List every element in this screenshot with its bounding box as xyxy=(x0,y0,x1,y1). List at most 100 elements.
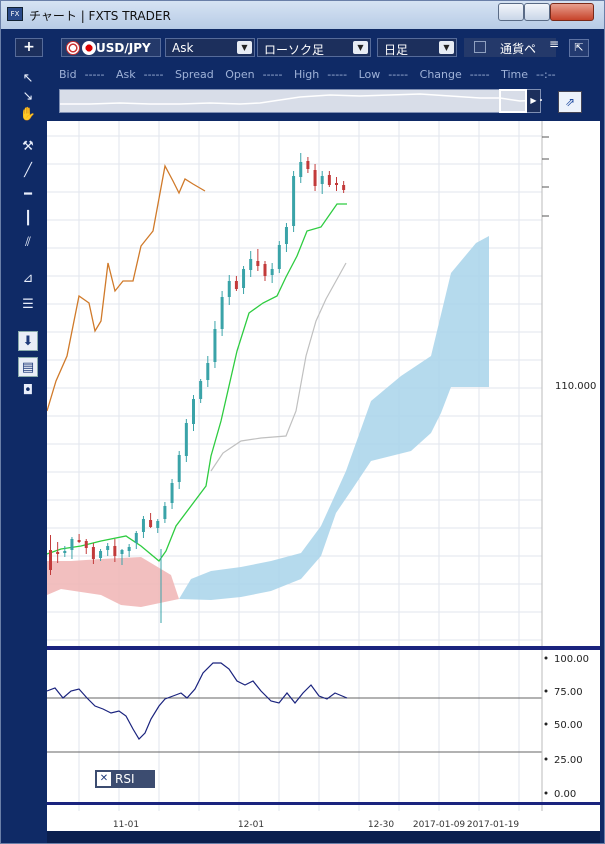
candle-body xyxy=(63,551,67,553)
drawing-toolbar: ↖ ↘ ✋ ⚒ ╱ ━ ┃ ⫽ ⊿ ☰ ⬇ ▤ ◘ xyxy=(15,69,41,839)
candle-body xyxy=(342,185,346,190)
quote-bar: Bid ----- Ask ----- Spread Open ----- High -… xyxy=(59,68,564,81)
jp-flag-icon xyxy=(82,41,96,55)
title-bar[interactable]: FX チャート | FXTS TRADER xyxy=(1,1,604,29)
vertical-line-icon[interactable]: ┃ xyxy=(24,211,32,226)
chart-type-value: ローソク足 xyxy=(264,43,325,57)
kumo-bear-area xyxy=(47,557,179,607)
list-icon[interactable]: ▤ xyxy=(18,357,38,377)
navigator-line xyxy=(60,93,542,105)
candle-body xyxy=(49,550,52,570)
price-type-select[interactable]: Ask ▼ xyxy=(165,38,255,57)
candle-body xyxy=(199,381,203,399)
rsi-tick-dot xyxy=(544,791,548,795)
candle-body xyxy=(127,547,131,551)
close-window-button[interactable] xyxy=(550,3,594,21)
candle-body xyxy=(134,533,138,543)
kumo-bull-area xyxy=(179,236,489,600)
camera-icon[interactable]: ◘ xyxy=(22,383,34,398)
fibonacci-icon[interactable]: ☰ xyxy=(22,297,34,312)
symbol-label: USD/JPY xyxy=(96,41,151,55)
senkou-span-b xyxy=(210,262,347,472)
candle-body xyxy=(163,506,167,519)
spread-label: Spread xyxy=(174,68,214,81)
hand-pan-icon[interactable]: ✋ xyxy=(19,107,37,122)
maximize-button[interactable] xyxy=(524,3,550,21)
x-tick-label: 12-30 xyxy=(368,820,394,830)
trendline-icon[interactable]: ╱ xyxy=(24,163,32,178)
minimize-button[interactable] xyxy=(498,3,524,21)
x-tick-label: 2017-01-19 xyxy=(467,820,520,830)
period-select[interactable]: 日足 ▼ xyxy=(377,38,457,57)
low-label: Low xyxy=(358,68,381,81)
rsi-tick-label: 50.00 xyxy=(554,720,583,731)
candle-body xyxy=(313,170,317,186)
candle-body xyxy=(141,519,145,532)
auto-scroll-button[interactable]: ⇗ xyxy=(558,91,582,113)
rsi-panel-label: ✕ RSI xyxy=(95,770,155,788)
candle-body xyxy=(327,175,331,185)
close-icon[interactable]: ✕ xyxy=(97,772,111,786)
channel-icon[interactable]: ⫽ xyxy=(25,235,31,250)
menu-icon[interactable]: ≡ xyxy=(549,37,560,51)
candle-body xyxy=(320,176,324,184)
candle-body xyxy=(120,550,124,554)
popout-button[interactable]: ⇱ xyxy=(569,39,589,57)
bottom-divider xyxy=(47,802,600,805)
candle-body xyxy=(234,281,238,289)
symbol-selector[interactable]: USD/JPY xyxy=(61,38,161,57)
app-icon: FX xyxy=(7,7,23,21)
candle-body xyxy=(113,546,117,556)
horizontal-line-icon[interactable]: ━ xyxy=(24,187,32,202)
candle-body xyxy=(299,162,303,177)
candle-body xyxy=(84,541,88,548)
rsi-tick-dot xyxy=(544,722,548,726)
bid-value: ----- xyxy=(84,68,105,81)
candle-body xyxy=(91,547,95,559)
download-icon[interactable]: ⬇ xyxy=(18,331,38,351)
pane-divider xyxy=(47,646,600,650)
add-chart-button[interactable]: + xyxy=(15,38,43,57)
checkbox-icon xyxy=(474,41,486,53)
time-value: --:-- xyxy=(536,68,556,81)
open-value: ----- xyxy=(262,68,283,81)
price-tick-label: 110.000 xyxy=(555,381,596,392)
candle-body xyxy=(170,483,174,503)
rsi-tick-label: 0.00 xyxy=(554,789,576,800)
high-value: ----- xyxy=(327,68,348,81)
low-value: ----- xyxy=(388,68,409,81)
chart-type-select[interactable]: ローソク足 ▼ xyxy=(257,38,371,57)
period-value: 日足 xyxy=(384,43,409,57)
candle-body xyxy=(56,552,60,554)
currency-pair-button[interactable]: 通貨ペ xyxy=(464,38,556,57)
lagging-span xyxy=(47,164,206,412)
change-value: ----- xyxy=(469,68,490,81)
price-type-value: Ask xyxy=(172,41,194,55)
navigator-scroll-right-icon[interactable]: ▶ xyxy=(527,90,540,112)
chart-canvas[interactable]: 110.000 100.00 75.00 50.00 25.00 0.00 11-01 12-… xyxy=(47,121,600,833)
candle-body xyxy=(177,455,181,482)
candle-body xyxy=(256,261,260,266)
rsi-tick-dot xyxy=(544,689,548,693)
chevron-down-icon: ▼ xyxy=(353,41,368,54)
change-label: Change xyxy=(419,68,462,81)
chart-toolbar: + USD/JPY Ask ▼ ローソク足 ▼ 日足 ▼ 通貨ペ ≡ xyxy=(9,33,599,61)
navigator-selection-handle[interactable] xyxy=(499,89,527,113)
candle-body xyxy=(277,245,281,269)
crosshair-pointer-icon[interactable]: ↘ xyxy=(22,89,34,104)
fan-icon[interactable]: ⊿ xyxy=(22,271,34,286)
candle-body xyxy=(213,329,217,362)
chevron-down-icon: ▼ xyxy=(439,41,454,54)
x-tick-label: 11-01 xyxy=(113,820,139,830)
rsi-line xyxy=(47,662,348,740)
time-label: Time xyxy=(501,68,529,81)
hammer-tool-icon[interactable]: ⚒ xyxy=(22,139,34,154)
candle-body xyxy=(99,551,103,558)
candle-body xyxy=(192,399,195,424)
rsi-tick-label: 75.00 xyxy=(554,687,583,698)
x-tick-label: 12-01 xyxy=(238,820,264,830)
candle-body xyxy=(206,363,210,380)
pointer-icon[interactable]: ↖ xyxy=(22,71,34,86)
chart-navigator[interactable] xyxy=(59,89,542,113)
